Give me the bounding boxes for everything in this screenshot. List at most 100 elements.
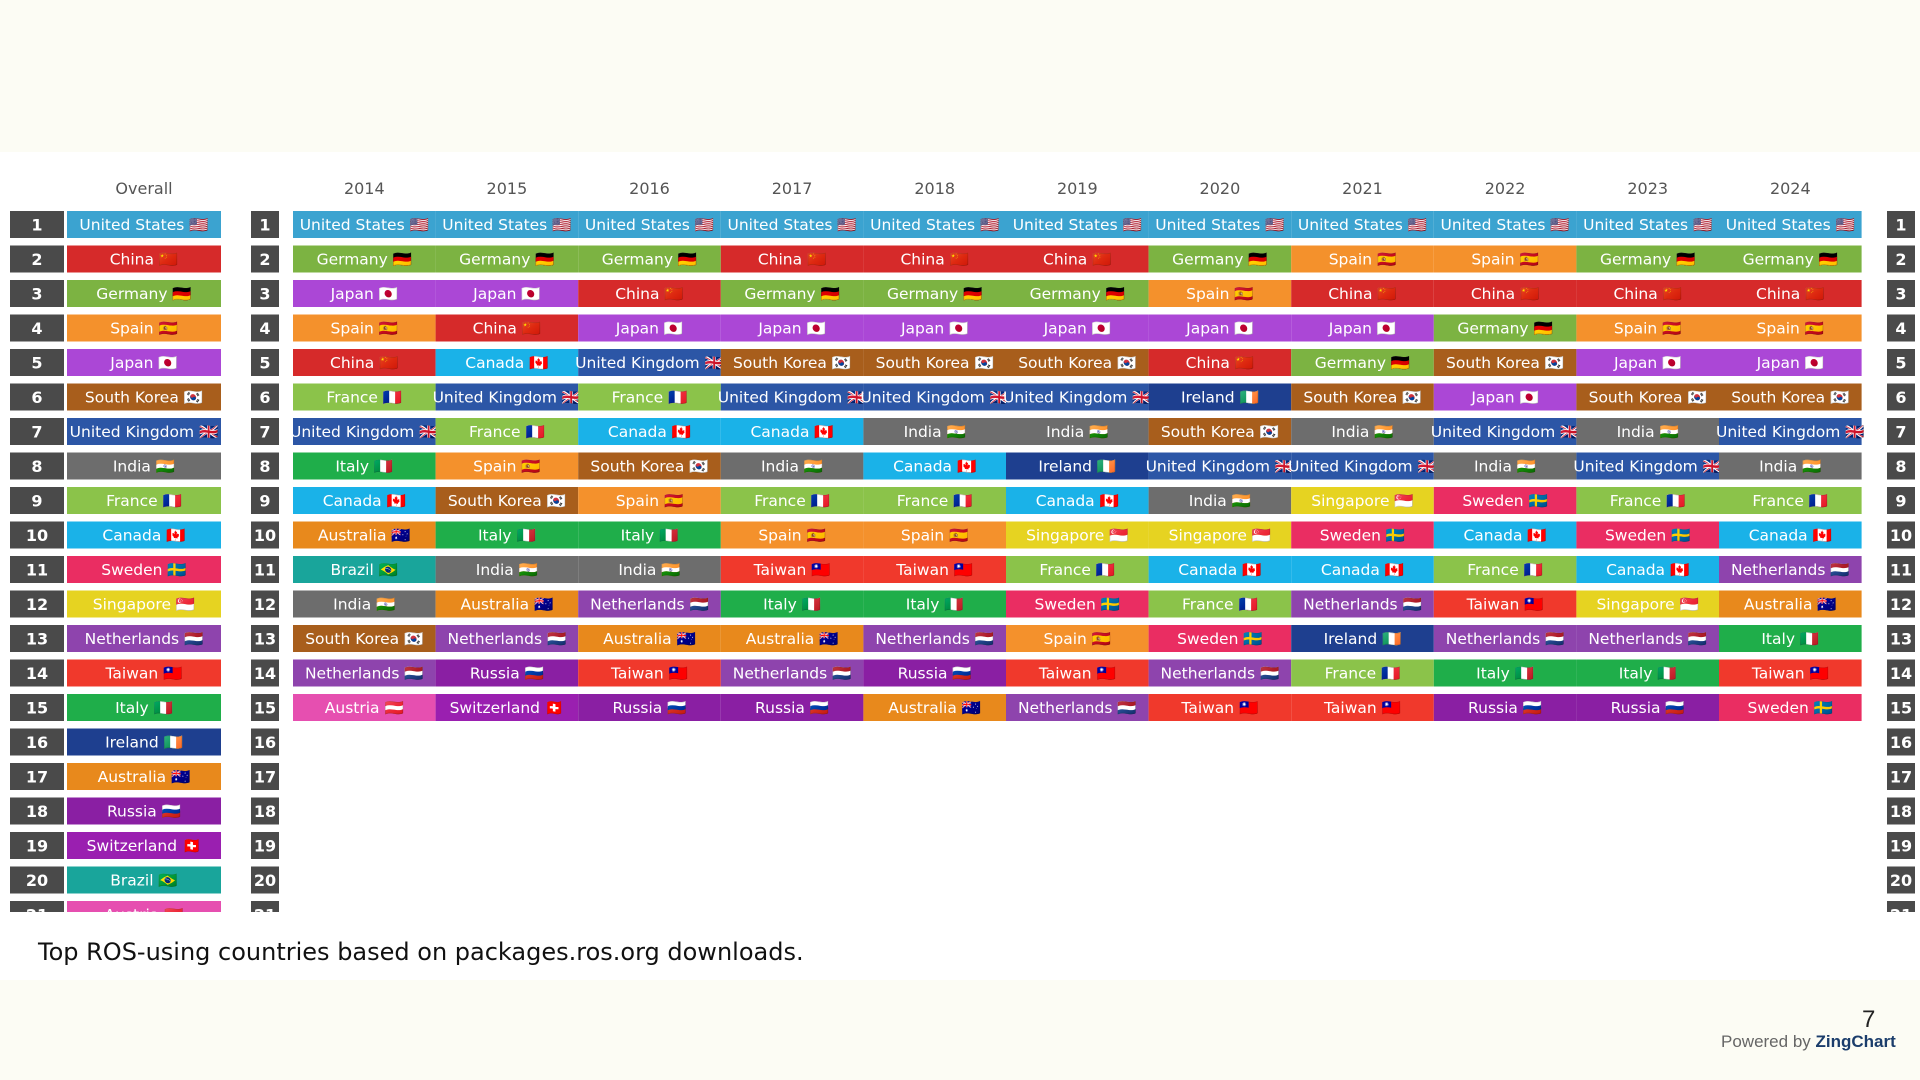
cell-2024-rank-5[interactable]: Japan 🇯🇵 (1719, 349, 1862, 376)
cell-2019-rank-7[interactable]: India 🇮🇳 (1006, 418, 1149, 445)
cell-2017-rank-6[interactable]: United Kingdom 🇬🇧 (718, 383, 867, 411)
cell-2022-rank-10[interactable]: Canada 🇨🇦 (1433, 521, 1577, 549)
cell-2022-rank-8[interactable]: India 🇮🇳 (1433, 452, 1577, 480)
cell-2015-rank-2[interactable]: Germany 🇩🇪 (435, 245, 579, 273)
cell-2021-rank-3[interactable]: China 🇨🇳 (1291, 280, 1434, 307)
cell-2014-rank-12[interactable]: India 🇮🇳 (293, 590, 436, 618)
overall-cell-united-kingdom[interactable]: United Kingdom 🇬🇧 (67, 418, 221, 445)
cell-2018-rank-7[interactable]: India 🇮🇳 (863, 418, 1006, 445)
cell-2024-rank-10[interactable]: Canada 🇨🇦 (1719, 521, 1862, 549)
cell-2020-rank-14[interactable]: Netherlands 🇳🇱 (1148, 659, 1292, 687)
cell-2022-rank-14[interactable]: Italy 🇮🇹 (1433, 659, 1577, 687)
cell-2014-rank-6[interactable]: France 🇫🇷 (293, 383, 436, 411)
cell-2021-rank-9[interactable]: Singapore 🇸🇬 (1291, 487, 1434, 514)
cell-2023-rank-11[interactable]: Canada 🇨🇦 (1576, 556, 1719, 583)
cell-2023-rank-15[interactable]: Russia 🇷🇺 (1576, 694, 1719, 721)
cell-2016-rank-5[interactable]: United Kingdom 🇬🇧 (575, 349, 724, 376)
cell-2015-rank-15[interactable]: Switzerland 🇨🇭 (435, 694, 579, 721)
cell-2019-rank-9[interactable]: Canada 🇨🇦 (1006, 487, 1149, 514)
cell-2024-rank-4[interactable]: Spain 🇪🇸 (1719, 314, 1862, 342)
cell-2014-rank-9[interactable]: Canada 🇨🇦 (293, 487, 436, 514)
cell-2021-rank-10[interactable]: Sweden 🇸🇪 (1291, 521, 1434, 549)
cell-2018-rank-11[interactable]: Taiwan 🇹🇼 (863, 556, 1006, 583)
cell-2014-rank-4[interactable]: Spain 🇪🇸 (293, 314, 436, 342)
cell-2019-rank-8[interactable]: Ireland 🇮🇪 (1006, 452, 1149, 480)
cell-2024-rank-8[interactable]: India 🇮🇳 (1719, 452, 1862, 480)
overall-cell-russia[interactable]: Russia 🇷🇺 (67, 797, 221, 825)
overall-cell-taiwan[interactable]: Taiwan 🇹🇼 (67, 659, 221, 687)
cell-2020-rank-3[interactable]: Spain 🇪🇸 (1148, 280, 1292, 307)
cell-2014-rank-2[interactable]: Germany 🇩🇪 (293, 245, 436, 273)
overall-cell-germany[interactable]: Germany 🇩🇪 (67, 280, 221, 307)
cell-2019-rank-11[interactable]: France 🇫🇷 (1006, 556, 1149, 583)
cell-2020-rank-11[interactable]: Canada 🇨🇦 (1148, 556, 1292, 583)
cell-2014-rank-10[interactable]: Australia 🇦🇺 (293, 521, 436, 549)
overall-cell-india[interactable]: India 🇮🇳 (67, 452, 221, 480)
overall-cell-south-korea[interactable]: South Korea 🇰🇷 (67, 383, 221, 411)
cell-2020-rank-15[interactable]: Taiwan 🇹🇼 (1148, 694, 1292, 721)
cell-2015-rank-6[interactable]: United Kingdom 🇬🇧 (433, 383, 582, 411)
overall-cell-brazil[interactable]: Brazil 🇧🇷 (67, 866, 221, 894)
cell-2023-rank-8[interactable]: United Kingdom 🇬🇧 (1573, 452, 1722, 480)
cell-2017-rank-15[interactable]: Russia 🇷🇺 (720, 694, 864, 721)
cell-2016-rank-9[interactable]: Spain 🇪🇸 (578, 487, 721, 514)
cell-2023-rank-12[interactable]: Singapore 🇸🇬 (1576, 590, 1719, 618)
overall-cell-switzerland[interactable]: Switzerland 🇨🇭 (67, 832, 221, 859)
cell-2024-rank-1[interactable]: United States 🇺🇸 (1719, 211, 1862, 238)
cell-2021-rank-2[interactable]: Spain 🇪🇸 (1291, 245, 1434, 273)
cell-2018-rank-8[interactable]: Canada 🇨🇦 (863, 452, 1006, 480)
cell-2021-rank-15[interactable]: Taiwan 🇹🇼 (1291, 694, 1434, 721)
cell-2018-rank-5[interactable]: South Korea 🇰🇷 (863, 349, 1006, 376)
cell-2014-rank-14[interactable]: Netherlands 🇳🇱 (293, 659, 436, 687)
cell-2017-rank-2[interactable]: China 🇨🇳 (720, 245, 864, 273)
cell-2014-rank-8[interactable]: Italy 🇮🇹 (293, 452, 436, 480)
cell-2022-rank-13[interactable]: Netherlands 🇳🇱 (1433, 625, 1577, 652)
cell-2015-rank-7[interactable]: France 🇫🇷 (435, 418, 579, 445)
cell-2023-rank-4[interactable]: Spain 🇪🇸 (1576, 314, 1719, 342)
cell-2024-rank-11[interactable]: Netherlands 🇳🇱 (1719, 556, 1862, 583)
cell-2022-rank-11[interactable]: France 🇫🇷 (1433, 556, 1577, 583)
cell-2016-rank-6[interactable]: France 🇫🇷 (578, 383, 721, 411)
cell-2017-rank-5[interactable]: South Korea 🇰🇷 (720, 349, 864, 376)
cell-2021-rank-4[interactable]: Japan 🇯🇵 (1291, 314, 1434, 342)
cell-2020-rank-6[interactable]: Ireland 🇮🇪 (1148, 383, 1292, 411)
cell-2022-rank-12[interactable]: Taiwan 🇹🇼 (1433, 590, 1577, 618)
cell-2024-rank-15[interactable]: Sweden 🇸🇪 (1719, 694, 1862, 721)
cell-2015-rank-13[interactable]: Netherlands 🇳🇱 (435, 625, 579, 652)
cell-2014-rank-11[interactable]: Brazil 🇧🇷 (293, 556, 436, 583)
cell-2023-rank-13[interactable]: Netherlands 🇳🇱 (1576, 625, 1719, 652)
cell-2020-rank-8[interactable]: United Kingdom 🇬🇧 (1146, 452, 1295, 480)
cell-2015-rank-12[interactable]: Australia 🇦🇺 (435, 590, 579, 618)
cell-2014-rank-1[interactable]: United States 🇺🇸 (293, 211, 436, 238)
overall-cell-netherlands[interactable]: Netherlands 🇳🇱 (67, 625, 221, 652)
overall-cell-ireland[interactable]: Ireland 🇮🇪 (67, 728, 221, 756)
cell-2023-rank-3[interactable]: China 🇨🇳 (1576, 280, 1719, 307)
cell-2024-rank-14[interactable]: Taiwan 🇹🇼 (1719, 659, 1862, 687)
overall-cell-spain[interactable]: Spain 🇪🇸 (67, 314, 221, 342)
overall-cell-austria[interactable]: Austria 🇦🇹 (67, 901, 221, 912)
cell-2022-rank-2[interactable]: Spain 🇪🇸 (1433, 245, 1577, 273)
cell-2019-rank-15[interactable]: Netherlands 🇳🇱 (1006, 694, 1149, 721)
cell-2023-rank-6[interactable]: South Korea 🇰🇷 (1576, 383, 1719, 411)
cell-2018-rank-2[interactable]: China 🇨🇳 (863, 245, 1006, 273)
cell-2018-rank-1[interactable]: United States 🇺🇸 (863, 211, 1006, 238)
cell-2024-rank-2[interactable]: Germany 🇩🇪 (1719, 245, 1862, 273)
cell-2019-rank-13[interactable]: Spain 🇪🇸 (1006, 625, 1149, 652)
cell-2020-rank-5[interactable]: China 🇨🇳 (1148, 349, 1292, 376)
cell-2022-rank-7[interactable]: United Kingdom 🇬🇧 (1431, 418, 1580, 445)
cell-2019-rank-12[interactable]: Sweden 🇸🇪 (1006, 590, 1149, 618)
overall-cell-china[interactable]: China 🇨🇳 (67, 245, 221, 273)
cell-2020-rank-10[interactable]: Singapore 🇸🇬 (1148, 521, 1292, 549)
overall-cell-france[interactable]: France 🇫🇷 (67, 487, 221, 514)
zingchart-brand[interactable]: ZingChart (1815, 1032, 1896, 1051)
cell-2021-rank-1[interactable]: United States 🇺🇸 (1291, 211, 1434, 238)
cell-2024-rank-7[interactable]: United Kingdom 🇬🇧 (1716, 418, 1865, 445)
cell-2023-rank-1[interactable]: United States 🇺🇸 (1576, 211, 1719, 238)
cell-2017-rank-10[interactable]: Spain 🇪🇸 (720, 521, 864, 549)
cell-2023-rank-14[interactable]: Italy 🇮🇹 (1576, 659, 1719, 687)
cell-2016-rank-2[interactable]: Germany 🇩🇪 (578, 245, 721, 273)
cell-2014-rank-3[interactable]: Japan 🇯🇵 (293, 280, 436, 307)
cell-2016-rank-1[interactable]: United States 🇺🇸 (578, 211, 721, 238)
cell-2015-rank-4[interactable]: China 🇨🇳 (435, 314, 579, 342)
cell-2024-rank-6[interactable]: South Korea 🇰🇷 (1719, 383, 1862, 411)
